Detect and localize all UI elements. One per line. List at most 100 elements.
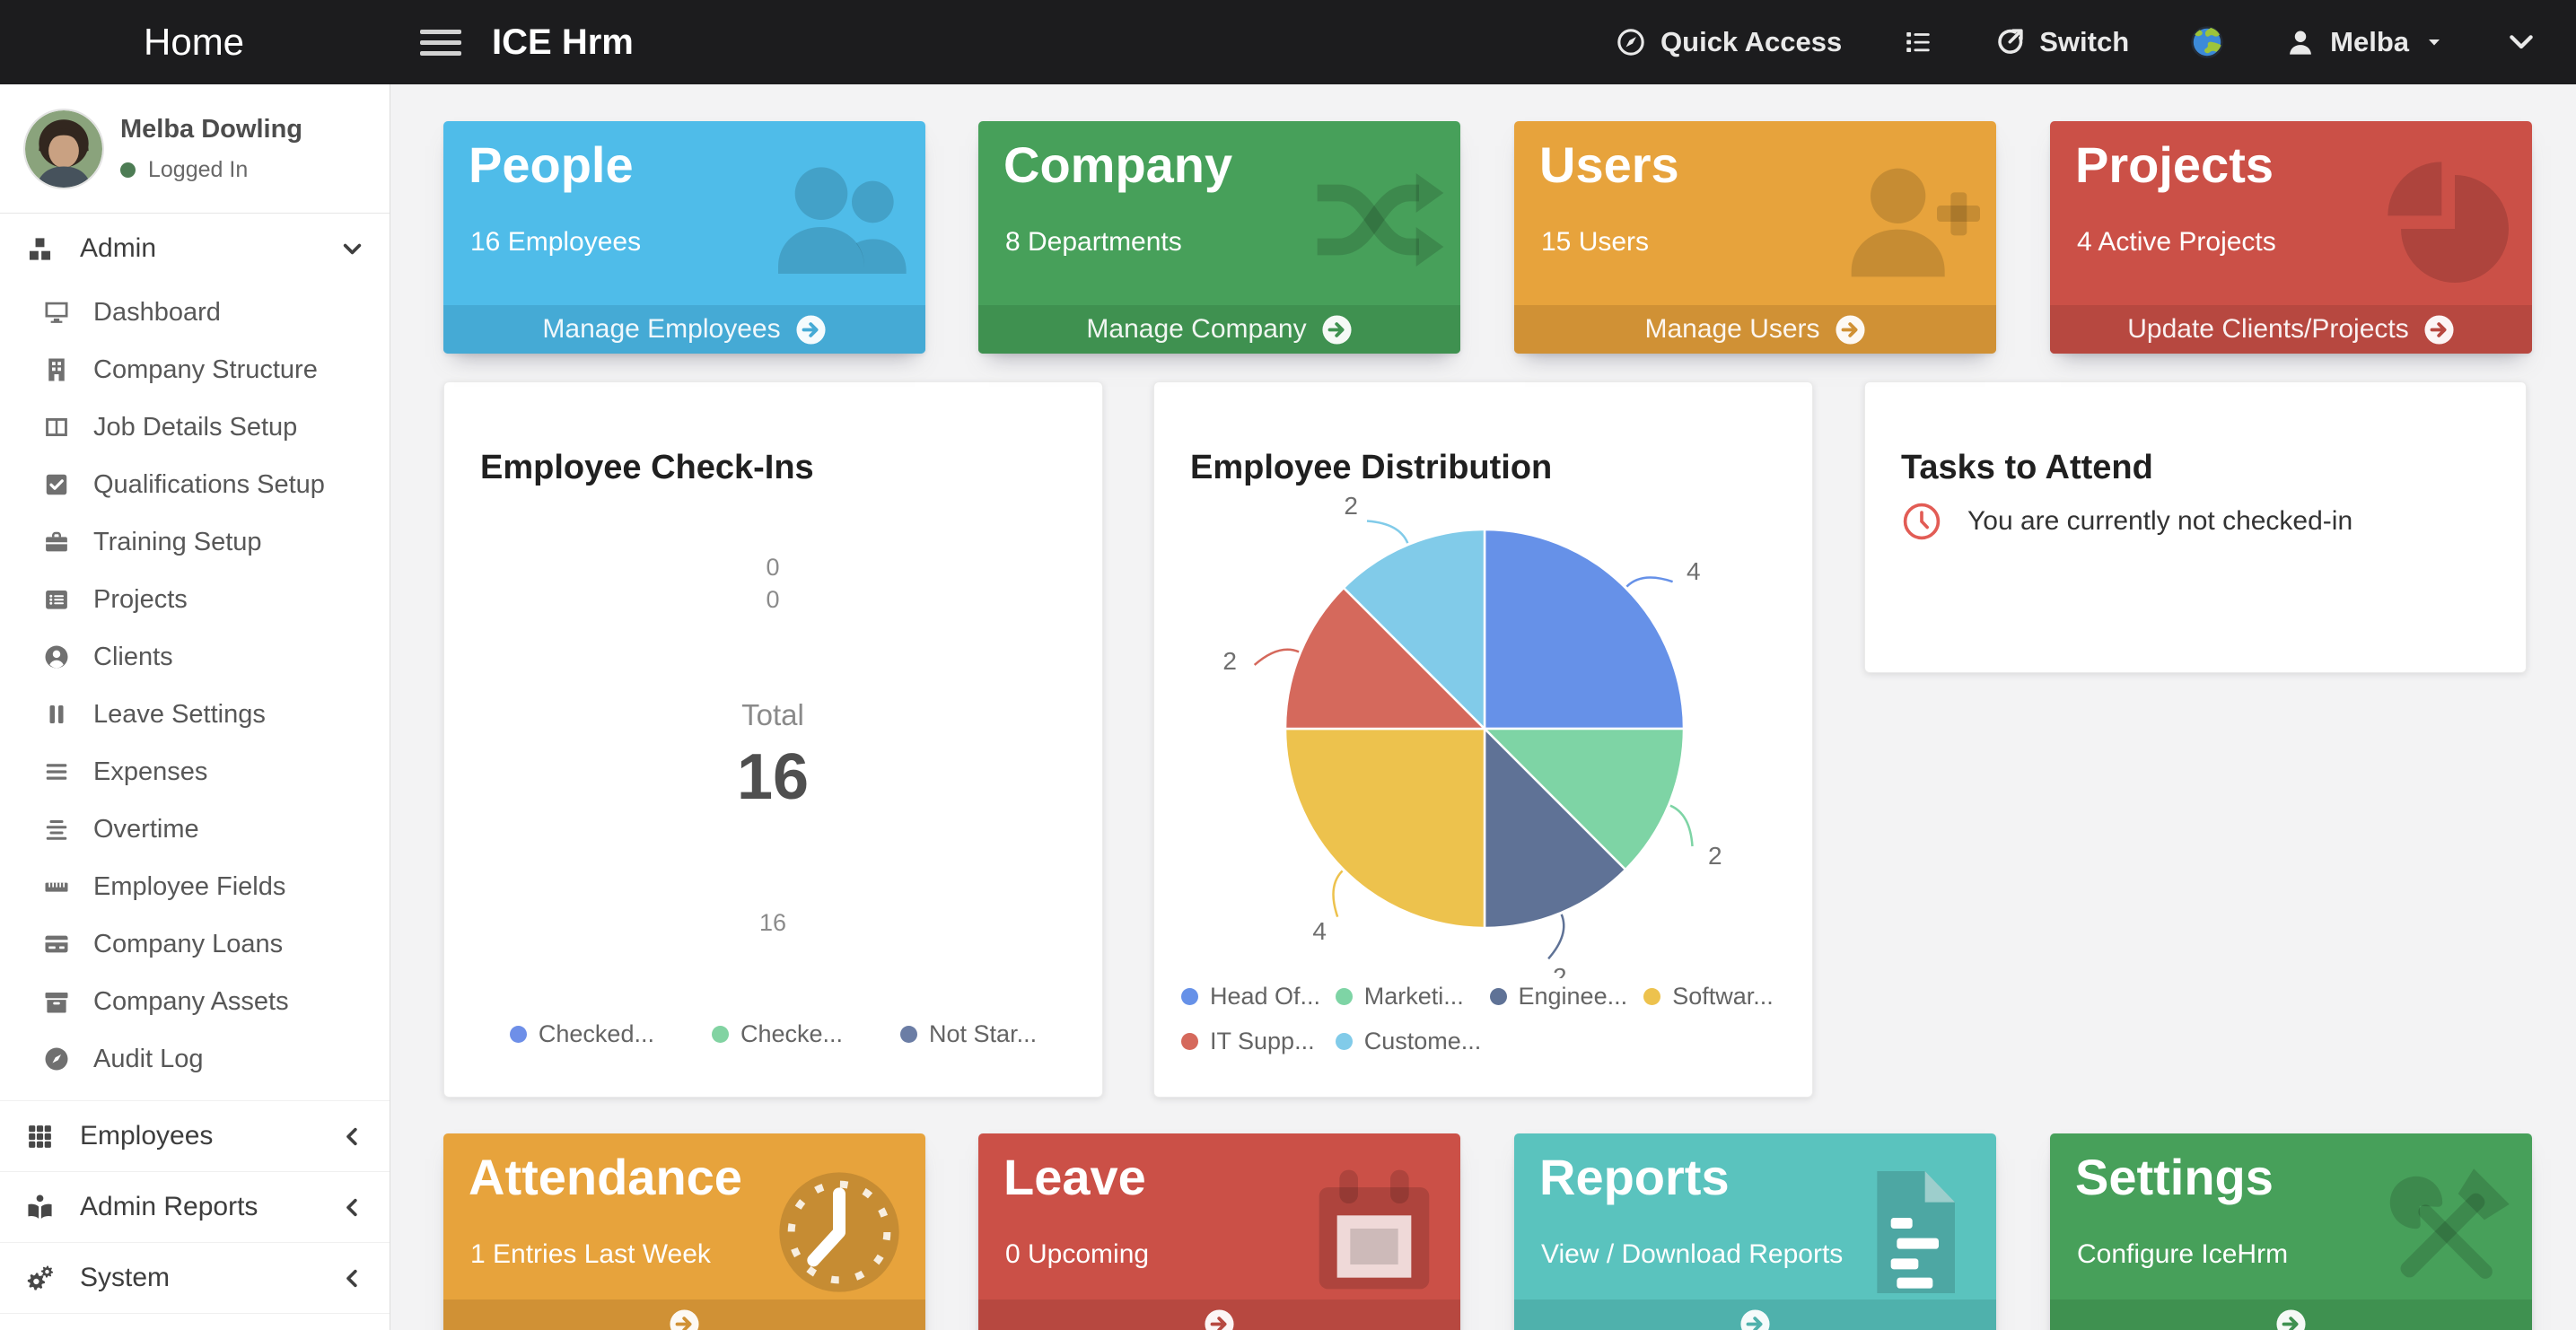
list-alt-icon [43,586,70,613]
tasks-card-title: Tasks to Attend [1901,448,2153,486]
nav-home-link[interactable]: Home [144,21,245,63]
columns-icon [43,414,70,441]
user-menu[interactable]: Melba [2285,26,2445,58]
sidebar-item-clients[interactable]: Clients [0,628,390,686]
card-attendance[interactable]: Attendance 1 Entries Last Week [443,1133,925,1330]
sidebar-item-projects[interactable]: Projects [0,571,390,628]
cogs-icon [25,1264,55,1293]
sidebar-section-system[interactable]: System [0,1243,390,1313]
profile-name: Melba Dowling [120,114,302,144]
card-subtitle: 8 Departments [1005,227,1182,257]
arrow-circle-right-icon [1739,1308,1771,1330]
card-subtitle: Configure IceHrm [2077,1239,2289,1269]
chevron-left-icon [340,1195,364,1220]
card-title: Reports [1539,1149,1730,1205]
card-title: Company [1003,136,1233,193]
legend-item-head-of[interactable]: Head Of... [1181,978,1336,1014]
task-row: You are currently not checked-in [1901,501,2353,542]
card-action-leave[interactable] [978,1299,1460,1330]
calendar-icon [1302,1160,1446,1304]
sidebar-item-training-setup[interactable]: Training Setup [0,513,390,571]
checkins-donut-chart: 0 0 16 Total 16 [737,529,809,939]
distribution-legend: Head Of... Marketi... Enginee... Softwar… [1181,978,1798,1059]
sidebar-item-company-structure[interactable]: Company Structure [0,341,390,398]
chevron-down-sm-icon [340,237,364,261]
svg-text:2: 2 [1553,963,1567,978]
distribution-chart-title: Employee Distribution [1190,448,1553,486]
sidebar-item-audit-log[interactable]: Audit Log [0,1030,390,1088]
card-company[interactable]: Company 8 Departments Manage Company [978,121,1460,354]
tools-icon [2374,1160,2518,1304]
card-users[interactable]: Users 15 Users Manage Users [1514,121,1996,354]
card-projects[interactable]: Projects 4 Active Projects Update Client… [2050,121,2532,354]
card-action-settings[interactable] [2050,1299,2532,1330]
card-action-people[interactable]: Manage Employees [443,305,925,354]
sidebar-item-expenses[interactable]: Expenses [0,743,390,801]
checkins-chart-title: Employee Check-Ins [480,448,814,486]
sidebar-item-qualifications-setup[interactable]: Qualifications Setup [0,456,390,513]
sidebar-item-leave-settings[interactable]: Leave Settings [0,686,390,743]
legend-item-checke[interactable]: Checke... [711,1016,843,1052]
sidebar-item-company-loans[interactable]: Company Loans [0,915,390,973]
legend-item-softwar[interactable]: Softwar... [1643,978,1798,1014]
distribution-pie-chart: 4 2 2 4 2 2 [1222,492,1722,978]
card-action-projects[interactable]: Update Clients/Projects [2050,305,2532,354]
switch-button[interactable]: Switch [1994,26,2129,58]
legend-item-marketi[interactable]: Marketi... [1335,978,1490,1014]
arrow-circle-right-icon [1321,314,1353,346]
navbar-collapse-button[interactable] [2506,27,2537,57]
sidebar-section-admin-reports[interactable]: Admin Reports [0,1172,390,1242]
card-title: Attendance [469,1149,742,1205]
card-action-company[interactable]: Manage Company [978,305,1460,354]
file-text-icon [1838,1160,1982,1304]
card-title: People [469,136,634,193]
sidebar-section-admin[interactable]: Admin [0,214,390,284]
sidebar-item-company-assets[interactable]: Company Assets [0,973,390,1030]
check-square-icon [43,471,70,498]
briefcase-icon [43,529,70,556]
sidebar-section-employees[interactable]: Employees [0,1101,390,1171]
card-subtitle: 1 Entries Last Week [470,1239,711,1269]
card-leave[interactable]: Leave 0 Upcoming [978,1133,1460,1330]
arrow-circle-right-icon [669,1308,700,1330]
globe-icon [2190,25,2224,59]
profile-block: Melba Dowling Logged In [0,84,390,214]
legend-item-custome[interactable]: Custome... [1335,1023,1490,1059]
bars-icon [43,758,70,785]
legend-item-enginee[interactable]: Enginee... [1489,978,1644,1014]
sidebar-item-overtime[interactable]: Overtime [0,801,390,858]
sidebar-item-job-details-setup[interactable]: Job Details Setup [0,398,390,456]
sidebar: Melba Dowling Logged In Admin Dashboard … [0,84,390,1330]
sidebar-nav: Admin Dashboard Company Structure Job De… [0,214,390,1314]
legend-item-checked[interactable]: Checked... [509,1016,654,1052]
quick-access-button[interactable]: Quick Access [1616,26,1842,58]
book-reader-icon [25,1193,55,1222]
card-people[interactable]: People 16 Employees Manage Employees [443,121,925,354]
chevron-left-icon [340,1124,364,1149]
archive-icon [43,988,70,1015]
brand-title[interactable]: ICE Hrm [492,22,634,62]
card-subtitle: View / Download Reports [1541,1239,1844,1269]
card-action-users[interactable]: Manage Users [1514,305,1996,354]
avatar [25,109,102,188]
task-list-button[interactable] [1903,27,1933,57]
language-globe-button[interactable] [2190,25,2224,59]
user-plus-icon [1838,148,1982,292]
card-reports[interactable]: Reports View / Download Reports [1514,1133,1996,1330]
hamburger-icon[interactable] [420,29,462,56]
legend-item-it-supp[interactable]: IT Supp... [1181,1023,1336,1059]
sidebar-item-employee-fields[interactable]: Employee Fields [0,858,390,915]
legend-item-not-star[interactable]: Not Star... [900,1016,1037,1052]
chevron-down-icon [2506,27,2537,57]
card-action-attendance[interactable] [443,1299,925,1330]
card-action-reports[interactable] [1514,1299,1996,1330]
compass-filled-icon [43,1046,70,1072]
building-icon [43,356,70,383]
arrow-circle-right-icon [1835,314,1866,346]
compass-icon [1616,27,1646,57]
sidebar-item-dashboard[interactable]: Dashboard [0,284,390,341]
arrow-circle-right-icon [795,314,827,346]
shuffle-arrows-icon [1302,148,1446,292]
svg-text:0: 0 [766,586,779,613]
card-settings[interactable]: Settings Configure IceHrm [2050,1133,2532,1330]
